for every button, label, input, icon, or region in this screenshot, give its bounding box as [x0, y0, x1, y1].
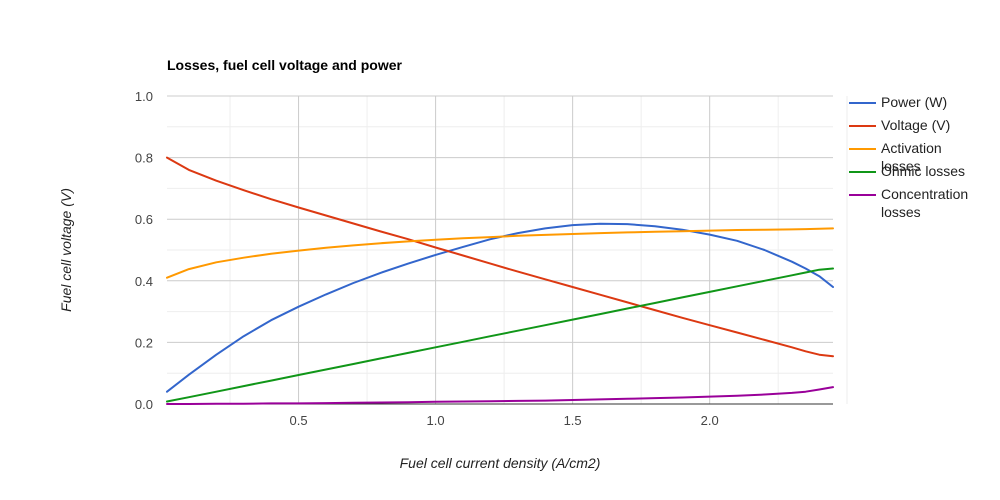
minor-gridlines: [167, 96, 848, 404]
series-line-4: [166, 267, 834, 403]
x-axis-title: Fuel cell current density (A/cm2): [400, 455, 601, 471]
y-tick-label: 0.4: [135, 274, 153, 289]
y-axis-title: Fuel cell voltage (V): [58, 188, 74, 312]
tick-labels: 0.5 1.0 1.5 2.0 0.0 0.2 0.4 0.6 0.8 1.0: [135, 89, 719, 428]
y-tick-label: 0.6: [135, 212, 153, 227]
x-tick-label: 2.0: [701, 413, 719, 428]
y-tick-label: 0.2: [135, 335, 153, 350]
series-line-1: [166, 222, 834, 393]
series-lines: [166, 156, 834, 405]
series-line-2: [166, 156, 834, 358]
y-tick-label: 1.0: [135, 89, 153, 104]
x-tick-label: 1.0: [427, 413, 445, 428]
legend-label: Voltage (V): [881, 117, 950, 133]
series-line-5: [166, 386, 834, 405]
legend-label: Activation losses: [881, 140, 942, 174]
major-gridlines: [167, 95, 833, 404]
x-tick-label: 1.5: [564, 413, 582, 428]
legend: Power (W) Voltage (V) Activation lossesOhmi…: [849, 94, 968, 220]
y-tick-label: 0.0: [135, 397, 153, 412]
legend-label: Concentration losses: [881, 186, 968, 220]
series-line-3: [166, 227, 834, 279]
legend-label: Power (W): [881, 94, 947, 110]
chart-title: Losses, fuel cell voltage and power: [167, 57, 403, 73]
legend-label: Ohmic losses: [881, 163, 965, 179]
y-tick-label: 0.8: [135, 151, 153, 166]
x-tick-label: 0.5: [290, 413, 308, 428]
